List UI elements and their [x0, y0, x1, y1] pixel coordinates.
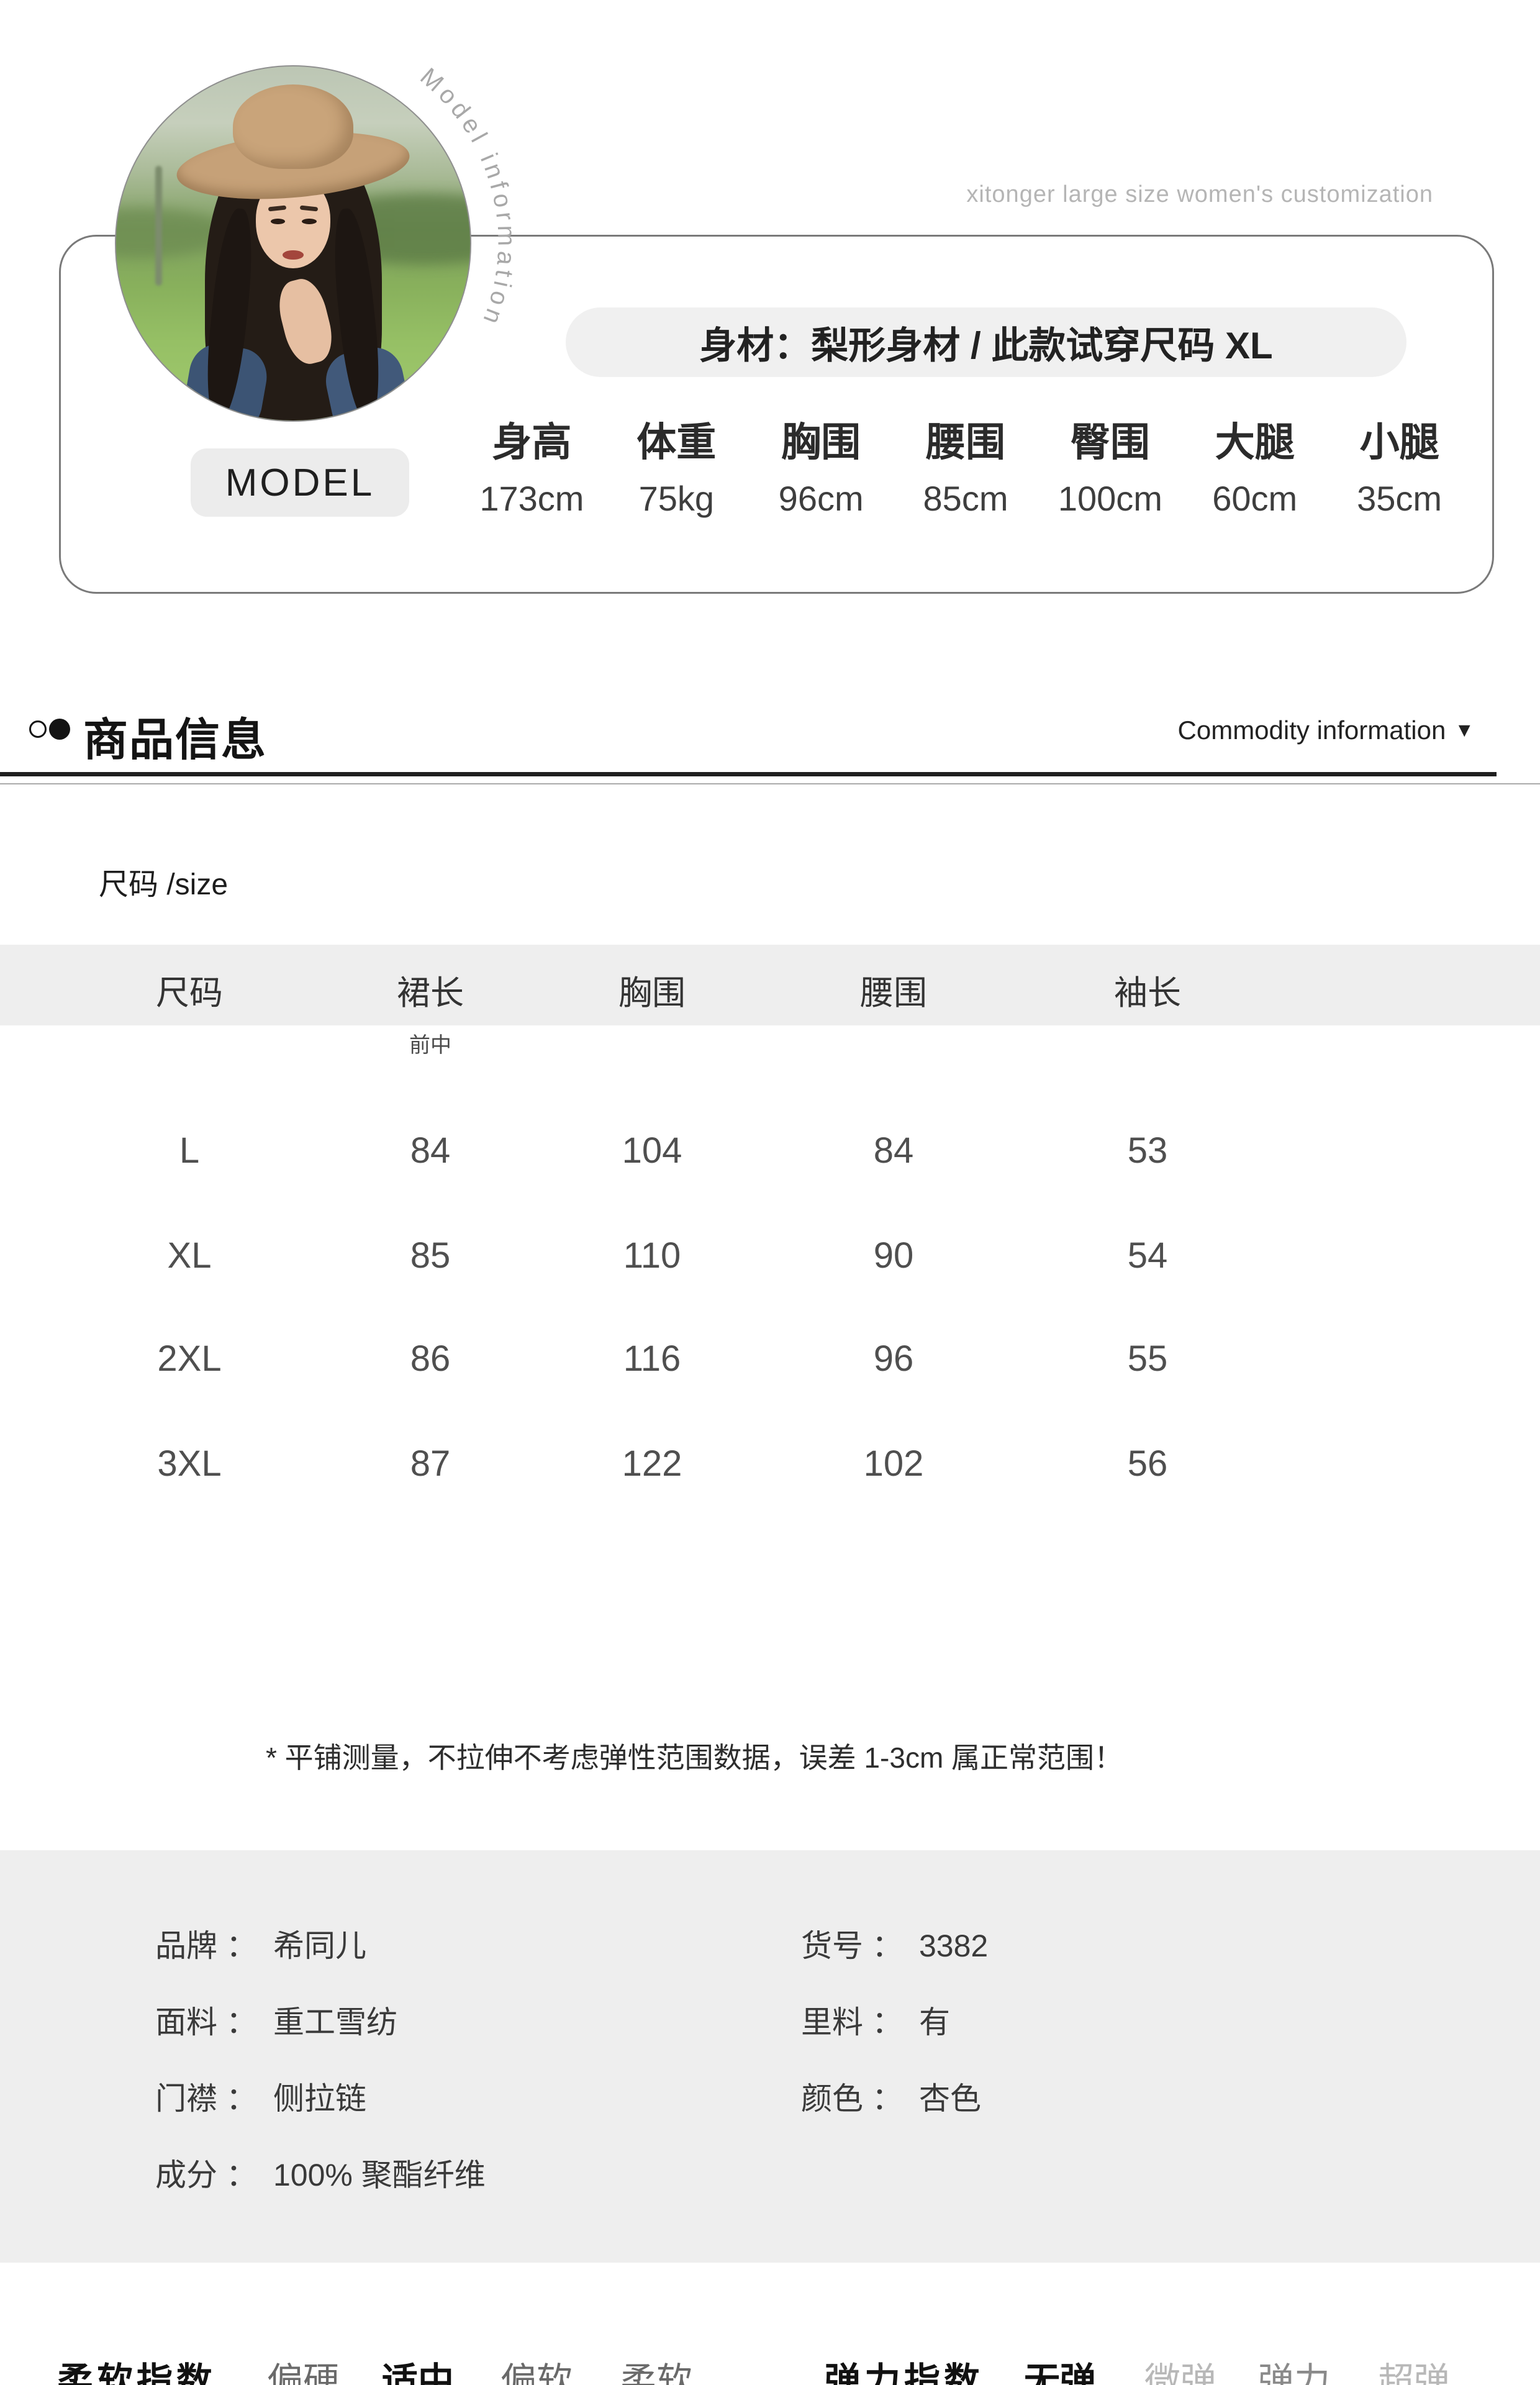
info-lining: 里料：有 — [801, 2005, 950, 2040]
measurement-thigh: 大腿 60cm — [1212, 420, 1298, 518]
brand-tagline: xitonger large size women's customizatio… — [966, 181, 1433, 207]
measurement-height: 身高 173cm — [479, 420, 584, 518]
model-eye — [270, 219, 286, 225]
softness-option: 柔软 — [620, 2361, 693, 2385]
table-cell: 53 — [1127, 1130, 1168, 1171]
info-placket: 门襟：侧拉链 — [155, 2081, 366, 2116]
bullet-filled-circle-icon — [49, 719, 70, 740]
softness-option: 偏硬 — [267, 2361, 340, 2385]
table-cell: 84 — [873, 1130, 914, 1171]
elasticity-option: 超弹 — [1378, 2361, 1451, 2385]
product-info-block — [0, 1850, 1540, 2263]
table-cell: 102 — [863, 1443, 924, 1484]
info-item-number: 货号： 3382 — [801, 1928, 989, 1963]
model-measurements: 身高 173cm 体重 75kg 胸围 96cm 腰围 85cm 臀围 100c… — [460, 420, 1472, 519]
col-header-sleeve: 袖长 — [1114, 974, 1181, 1012]
bullet-open-circle-icon — [29, 720, 47, 738]
model-photo — [115, 65, 471, 422]
elasticity-option: 弹力 — [1258, 2361, 1331, 2385]
divider-thick — [0, 772, 1497, 776]
divider-thin — [0, 783, 1540, 784]
measurement-waist: 腰围 85cm — [923, 420, 1008, 518]
size-table-header-band — [0, 945, 1540, 1025]
info-color: 颜色：杏色 — [801, 2081, 981, 2116]
model-badge: MODEL — [191, 448, 409, 517]
table-cell: 86 — [410, 1338, 451, 1379]
table-cell: 55 — [1127, 1338, 1168, 1379]
table-row-size: 2XL — [157, 1338, 222, 1379]
table-cell: 116 — [623, 1338, 681, 1379]
measurement-note: * 平铺测量，不拉伸不考虑弹性范围数据，误差 1-3cm 属正常范围！ — [266, 1742, 1123, 1774]
table-cell: 56 — [1127, 1443, 1168, 1484]
chevron-down-icon: ▼ — [1454, 719, 1474, 741]
measurement-bust: 胸围 96cm — [778, 420, 864, 518]
measurement-calf: 小腿 35cm — [1357, 420, 1443, 518]
table-cell: 104 — [622, 1130, 682, 1171]
table-cell: 110 — [623, 1235, 681, 1276]
elasticity-index-label: 弹力指数 — [825, 2361, 984, 2385]
table-cell: 87 — [410, 1443, 451, 1484]
table-cell: 84 — [410, 1130, 451, 1171]
info-brand: 品牌：希同儿 — [155, 1928, 366, 1963]
col-header-subnote: 前中 — [409, 1034, 451, 1057]
model-eye — [301, 219, 317, 225]
section-title: 商品信息 — [83, 716, 268, 765]
elasticity-option: 微弹 — [1144, 2361, 1217, 2385]
commodity-info-toggle[interactable]: Commodity information ▼ — [1178, 716, 1474, 745]
col-header-size: 尺码 — [156, 974, 223, 1012]
commodity-info-label: Commodity information — [1177, 716, 1446, 745]
softness-index-label: 柔软指数 — [57, 2361, 217, 2385]
col-header-bust: 胸围 — [618, 974, 686, 1012]
softness-option: 偏软 — [500, 2361, 573, 2385]
softness-option-selected: 适中 — [382, 2361, 455, 2385]
table-row-size: 3XL — [157, 1443, 222, 1484]
info-fabric: 面料：重工雪纺 — [155, 2005, 397, 2040]
col-header-length: 裙长 — [397, 974, 464, 1012]
table-cell: 122 — [622, 1443, 682, 1484]
fit-note-pill: 身材：梨形身材 / 此款试穿尺码 XL — [566, 307, 1406, 377]
table-cell: 96 — [873, 1338, 914, 1379]
model-info-card — [59, 235, 1494, 594]
table-cell: 85 — [410, 1235, 451, 1276]
measurement-weight: 体重 75kg — [636, 420, 717, 518]
table-cell: 54 — [1127, 1235, 1168, 1276]
measurement-hip: 臀围 100cm — [1058, 420, 1162, 518]
info-composition: 成分： 100% 聚酯纤维 — [155, 2158, 486, 2192]
model-lips — [282, 250, 304, 260]
size-section-label: 尺码 /size — [99, 868, 229, 901]
table-row-size: XL — [167, 1235, 212, 1276]
cowboy-hat-crown — [233, 84, 353, 170]
elasticity-option-selected: 无弹 — [1024, 2361, 1097, 2385]
table-cell: 90 — [873, 1235, 914, 1276]
table-row-size: L — [179, 1130, 200, 1171]
photo-pole — [155, 165, 163, 286]
col-header-waist: 腰围 — [860, 974, 927, 1012]
